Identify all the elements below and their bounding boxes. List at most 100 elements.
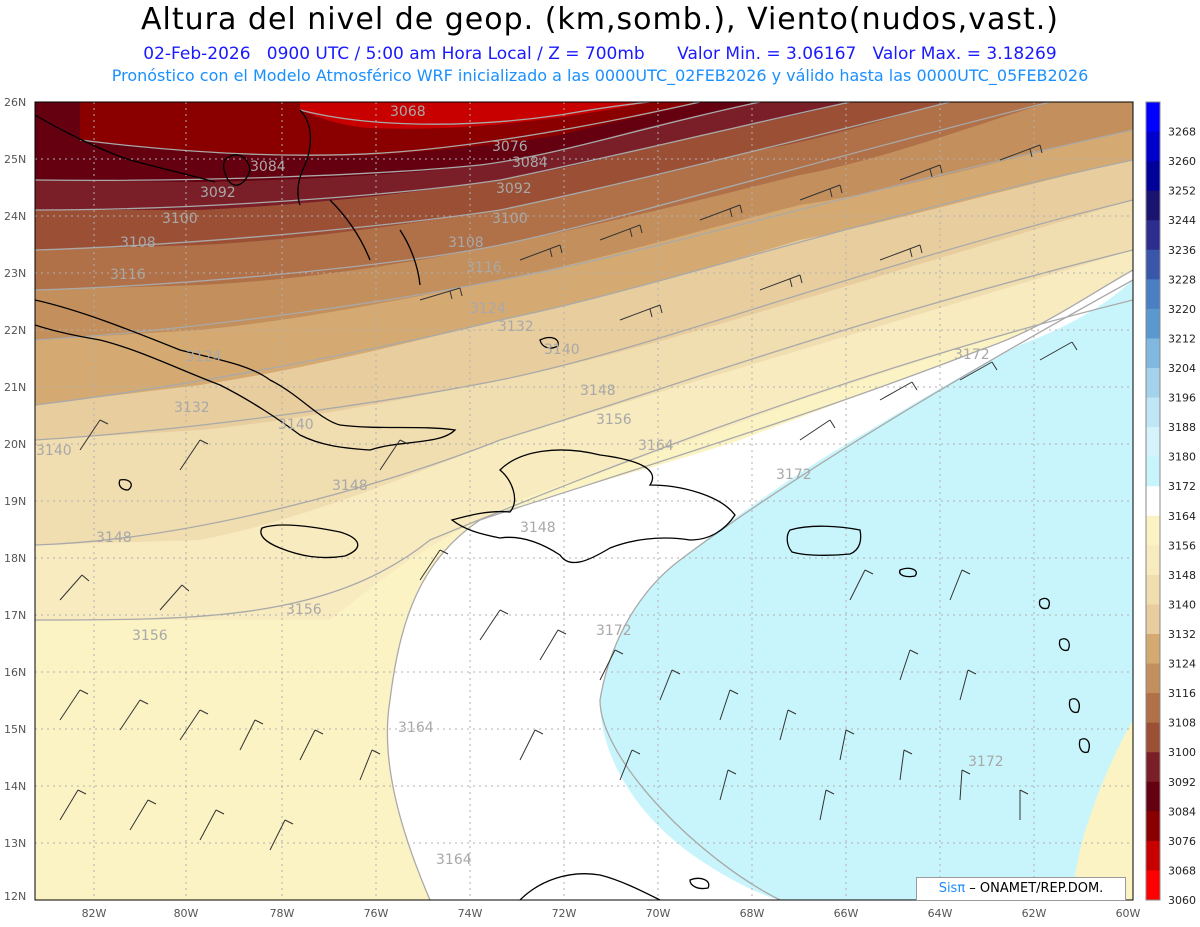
contour-label: 3148 (520, 520, 556, 536)
colorbar-swatch (1146, 752, 1160, 783)
contour-label: 3156 (286, 602, 322, 618)
contour-label: 3148 (96, 530, 132, 546)
lat-label: 20N (4, 438, 26, 451)
colorbar-swatch (1146, 545, 1160, 576)
lat-label: 21N (4, 381, 26, 394)
band-3164-east (1070, 720, 1133, 900)
lat-label: 14N (4, 780, 26, 793)
lon-label: 78W (270, 907, 295, 920)
contour-label: 3100 (162, 211, 198, 227)
jamaica-coast (260, 524, 359, 559)
contour-lines (35, 102, 1133, 900)
colorbar-label: 3140 (1168, 598, 1196, 611)
colorbar-swatch (1146, 338, 1160, 369)
colorbar-label: 3092 (1168, 776, 1196, 789)
colorbar-swatch (1146, 368, 1160, 399)
max-value: Valor Max. = 3.18269 (872, 44, 1057, 64)
colorbar-swatch (1146, 102, 1160, 133)
virgin-islands (899, 567, 917, 578)
colorbar-swatch (1146, 781, 1160, 812)
florida-keys (35, 114, 216, 183)
colorbar-label: 3212 (1168, 332, 1196, 345)
puerto-rico-coast (786, 525, 862, 556)
colorbar-label: 3228 (1168, 273, 1196, 286)
lon-label: 68W (740, 907, 765, 920)
latitude-labels: 26N 25N 24N 23N 22N 21N 20N 19N 18N 17N … (4, 96, 26, 903)
wind-barbs (59, 144, 1078, 851)
contour-label: 3092 (496, 181, 532, 197)
contour-label: 3084 (512, 155, 548, 171)
colorbar-label: 3116 (1168, 687, 1196, 700)
lesser-antilles-1 (1038, 597, 1050, 610)
band-3076 (300, 102, 650, 129)
contour-label: 3108 (120, 235, 156, 251)
colorbar-label: 3196 (1168, 392, 1196, 405)
lat-label: 24N (4, 210, 26, 223)
contour-label: 3084 (250, 159, 286, 175)
colorbar-swatch (1146, 279, 1160, 310)
colorbar-swatch (1146, 840, 1160, 871)
colorbar-swatch (1146, 456, 1160, 487)
contour-label: 3108 (448, 235, 484, 251)
contour-label: 3172 (954, 347, 990, 363)
lat-label: 12N (4, 890, 26, 903)
colorbar-label: 3268 (1168, 126, 1196, 139)
colorbar-swatch (1146, 220, 1160, 251)
contour-label: 3148 (580, 383, 616, 399)
longitude-labels: 82W 80W 78W 76W 74W 72W 70W 68W 66W 64W … (82, 907, 1141, 920)
lat-label: 26N (4, 96, 26, 109)
colorbar-label: 3260 (1168, 155, 1196, 168)
plot-frame (34, 101, 1134, 901)
lat-label: 16N (4, 666, 26, 679)
colorbar-swatch (1146, 190, 1160, 221)
colorbar-label: 3108 (1168, 717, 1196, 730)
lat-label: 18N (4, 552, 26, 565)
lat-label: 19N (4, 495, 26, 508)
colorbar-label: 3100 (1168, 746, 1196, 759)
lat-label: 13N (4, 837, 26, 850)
contour-label: 3076 (492, 139, 528, 155)
contour-label: 3172 (596, 623, 632, 639)
colorbar-swatch (1146, 161, 1160, 192)
colorbar-swatch (1146, 634, 1160, 665)
contour-label: 3116 (466, 260, 502, 276)
colorbar-swatch (1146, 663, 1160, 694)
colorbar-swatch (1146, 870, 1160, 901)
colorbar-swatch (1146, 249, 1160, 280)
colorbar: 3268 3260 3252 3244 3236 3228 3220 3212 3204 3196… (1145, 101, 1196, 907)
contour-label: 3140 (36, 443, 72, 459)
lat-label: 15N (4, 723, 26, 736)
lon-label: 60W (1116, 907, 1141, 920)
lon-label: 64W (928, 907, 953, 920)
contour-label: 3132 (498, 319, 534, 335)
south-america-coast (519, 873, 661, 900)
contour-label: 3156 (596, 412, 632, 428)
band-3164 (600, 280, 1133, 900)
contour-label: 3124 (470, 301, 506, 317)
colorbar-swatch (1146, 131, 1160, 162)
colorbar-label: 3180 (1168, 451, 1196, 464)
bahamas-andros (222, 154, 251, 186)
cuba-coast (35, 299, 457, 451)
colorbar-label: 3068 (1168, 864, 1196, 877)
lon-label: 62W (1022, 907, 1047, 920)
colorbar-swatch (1146, 811, 1160, 842)
lat-label: 22N (4, 324, 26, 337)
colorbar-swatch (1146, 693, 1160, 724)
contour-label: 3164 (398, 720, 434, 736)
lon-label: 66W (834, 907, 859, 920)
contour-label: 3140 (544, 342, 580, 358)
lat-label: 17N (4, 609, 26, 622)
colorbar-label: 3204 (1168, 362, 1196, 375)
sispi-logo-text: Sisπ (938, 881, 966, 896)
map-subtitle: 02-Feb-2026 0900 UTC / 5:00 am Hora Loca… (0, 44, 1200, 64)
map-title: Altura del nivel de geop. (km,somb.), Vi… (141, 2, 1059, 37)
bahamas-eleuthera (297, 109, 312, 206)
lesser-antilles-4 (1078, 738, 1090, 754)
contour-label: 3148 (332, 478, 368, 494)
colorbar-swatch (1146, 604, 1160, 635)
credit-text: – ONAMET/REP.DOM. (965, 881, 1104, 896)
graticule (35, 102, 1133, 900)
contour-label: 3164 (638, 438, 674, 454)
colorbar-label: 3132 (1168, 628, 1196, 641)
